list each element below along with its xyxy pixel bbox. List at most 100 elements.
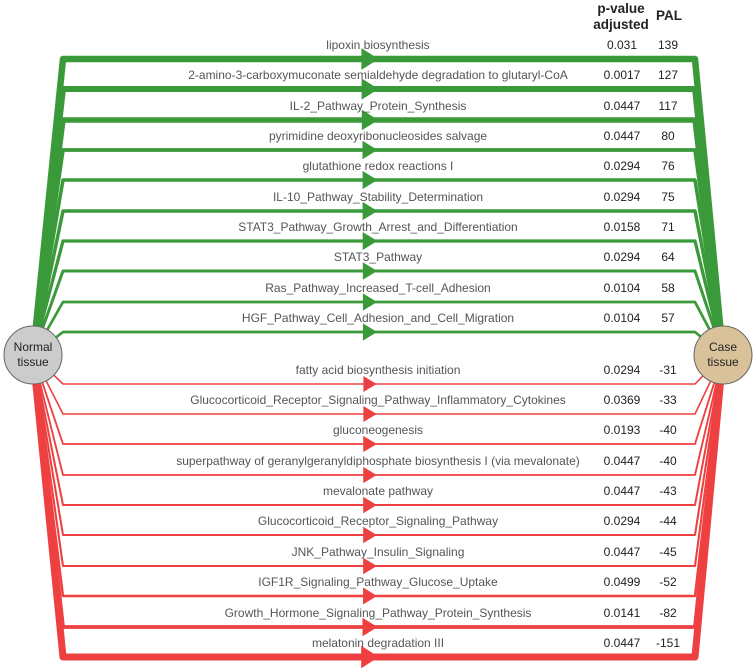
pathway-name: Ras_Pathway_Increased_T-cell_Adhesion <box>265 281 490 295</box>
arrow-icon <box>361 78 379 100</box>
pathway-pvalue: 0.0294 <box>604 250 641 264</box>
pathway-edge <box>31 148 725 356</box>
pathway-pal: -40 <box>659 423 677 437</box>
pathway-pal: 127 <box>658 68 678 82</box>
pathway-pal: 64 <box>661 250 675 264</box>
source-node[interactable]: Normal tissue <box>3 325 63 385</box>
target-node-circle <box>693 325 753 385</box>
pathway-pvalue: 0.0294 <box>604 514 641 528</box>
pathway-pvalue: 0.0447 <box>604 484 641 498</box>
pathway-pal: 58 <box>661 281 675 295</box>
pathway-edge <box>31 178 725 356</box>
pathway-edge <box>31 269 725 356</box>
pathway-pal: 80 <box>661 129 675 143</box>
arrow-icon <box>362 232 378 250</box>
pathway-name: STAT3_Pathway <box>334 250 422 264</box>
pathway-pvalue: 0.0158 <box>604 220 641 234</box>
pathway-name: pyrimidine deoxyribonucleosides salvage <box>269 129 487 143</box>
pathway-name: HGF_Pathway_Cell_Adhesion_and_Cell_Migra… <box>242 311 514 325</box>
pathway-labels: lipoxin biosynthesis 0.031 139 2-amino-3-ca… <box>176 38 680 650</box>
pathway-edge <box>31 354 725 537</box>
pathway-pvalue: 0.0104 <box>604 311 641 325</box>
target-node-label-line1: Case <box>709 340 737 354</box>
source-node-label-line1: Normal <box>14 340 53 354</box>
arrow-icon <box>363 466 377 484</box>
pathway-name: mevalonate pathway <box>323 484 433 498</box>
pathway-name: glutathione redox reactions I <box>303 159 454 173</box>
pathway-pal: -31 <box>659 363 677 377</box>
pathway-name: IL-2_Pathway_Protein_Synthesis <box>290 99 467 113</box>
pathway-edge <box>31 300 725 356</box>
target-node[interactable]: Case tissue <box>693 325 753 385</box>
pathway-pal: -52 <box>659 575 677 589</box>
pathway-edge <box>32 354 724 415</box>
pathway-pvalue: 0.0447 <box>604 636 641 650</box>
pathway-edge <box>31 209 725 356</box>
arrow-icon <box>362 170 378 190</box>
pathway-name: Glucocorticoid_Receptor_Signaling_Pathwa… <box>258 514 498 528</box>
arrow-icon <box>362 323 378 341</box>
arrow-icon <box>363 376 377 392</box>
pathway-edges <box>29 48 727 669</box>
pathway-pvalue: 0.0447 <box>604 99 641 113</box>
arrow-icon <box>363 526 377 544</box>
source-node-circle <box>3 325 63 385</box>
source-node-label-line2: tissue <box>17 355 49 369</box>
pathway-name: IL-10_Pathway_Stability_Determination <box>273 190 483 204</box>
pathway-pvalue: 0.0499 <box>604 575 641 589</box>
pathway-name: Glucocorticoid_Receptor_Signaling_Pathwa… <box>190 393 566 407</box>
pathway-edge <box>32 330 724 357</box>
pathway-pal: 57 <box>661 311 675 325</box>
pathway-pvalue: 0.0017 <box>604 68 641 82</box>
pathway-pvalue: 0.0193 <box>604 423 641 437</box>
pathway-pvalue: 0.0104 <box>604 281 641 295</box>
arrow-icon <box>361 645 379 669</box>
pathway-pal: 75 <box>661 190 675 204</box>
pathway-name: lipoxin biosynthesis <box>326 38 429 52</box>
pathway-name: IGF1R_Signaling_Pathway_Glucose_Uptake <box>258 575 498 589</box>
arrow-icon <box>363 406 377 422</box>
arrow-icon <box>363 587 377 605</box>
arrow-icon <box>363 435 377 453</box>
pathway-name: superpathway of geranylgeranyldiphosphat… <box>176 454 580 468</box>
pvalue-header-line2: adjusted <box>593 17 649 32</box>
pathway-pvalue: 0.0447 <box>604 545 641 559</box>
pathway-edge <box>32 354 724 507</box>
pathway-pvalue: 0.0294 <box>604 159 641 173</box>
pathway-pal: 139 <box>658 38 678 52</box>
pathway-pvalue: 0.0447 <box>604 454 641 468</box>
pal-header: PAL <box>656 8 682 23</box>
pathway-pal: -82 <box>659 606 677 620</box>
pathway-pal: 117 <box>658 99 677 113</box>
pathway-edge <box>32 354 724 445</box>
pathway-pal: -33 <box>659 393 677 407</box>
arrow-icon <box>362 201 378 221</box>
pathway-edge <box>29 354 727 661</box>
pathway-edge <box>30 117 726 356</box>
pathway-pal: -43 <box>659 484 677 498</box>
pathway-pvalue: 0.0369 <box>604 393 641 407</box>
target-node-label-line2: tissue <box>707 355 739 369</box>
pathway-pal: -44 <box>659 514 677 528</box>
arrow-icon <box>361 48 379 70</box>
pathway-edge <box>32 354 724 476</box>
pvalue-header-line1: p-value <box>597 1 645 16</box>
pathway-pvalue: 0.0294 <box>604 363 641 377</box>
arrow-icon <box>362 140 378 160</box>
pathway-pal: -151 <box>656 636 680 650</box>
pathway-name: 2-amino-3-carboxymuconate semialdehyde d… <box>188 68 568 82</box>
arrow-icon <box>363 557 377 575</box>
pathway-edge <box>31 239 725 356</box>
pathway-pvalue: 0.0294 <box>604 190 641 204</box>
arrow-icon <box>362 293 378 311</box>
arrow-icon <box>363 496 377 514</box>
pathway-pvalue: 0.031 <box>607 38 637 52</box>
pathway-pal: 76 <box>661 159 675 173</box>
pathway-name: gluconeogenesis <box>333 423 423 437</box>
pathway-pvalue: 0.0141 <box>604 606 641 620</box>
pathway-name: STAT3_Pathway_Growth_Arrest_and_Differen… <box>238 220 517 234</box>
pathway-pvalue: 0.0447 <box>604 129 641 143</box>
pathway-edge <box>31 354 725 568</box>
pathway-pal: -45 <box>659 545 677 559</box>
